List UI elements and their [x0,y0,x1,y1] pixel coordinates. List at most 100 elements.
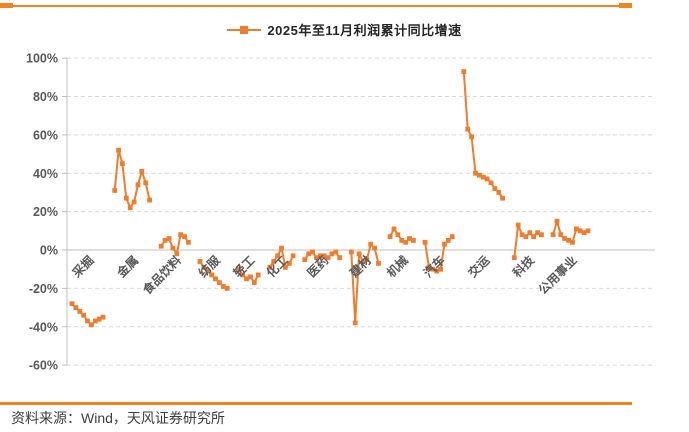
data-point-marker [314,255,319,261]
data-point-marker [461,69,467,74]
data-point-marker [147,197,152,203]
data-point-marker [92,318,98,324]
source-note: 资料来源：Wind，天风证券研究所 [11,410,225,426]
data-point-marker [89,322,94,328]
category-label: 纺服 [195,252,223,280]
data-point-marker [356,251,362,257]
data-point-marker [562,236,568,241]
data-point-marker [248,274,253,280]
y-tick-label: 0% [40,244,58,258]
data-point-marker [422,239,428,245]
data-point-marker [515,222,521,228]
data-point-marker [442,241,447,247]
data-point-marker [197,259,203,264]
bottom-orange-rule [0,402,632,405]
data-point-marker [430,266,436,272]
data-point-marker [395,232,401,238]
category-label: 机械 [383,253,411,281]
data-point-marker [500,195,505,201]
data-point-marker [85,318,90,324]
data-point-marker [158,243,164,249]
data-point-marker [329,251,335,257]
data-point-marker [178,232,183,238]
data-point-marker [473,170,478,176]
data-point-marker [236,266,242,272]
data-point-marker [224,286,230,291]
data-point-marker [279,245,284,251]
data-point-marker [399,238,405,243]
legend-line-marker-icon [227,25,262,34]
data-point-marker [186,239,191,245]
data-point-marker [325,255,331,261]
y-tick-label: 20% [33,205,58,219]
data-point-marker [201,264,207,270]
data-point-marker [570,239,575,245]
data-point-marker [174,251,180,257]
data-point-marker [306,251,312,257]
data-point-marker [558,232,564,238]
category-label: 交运 [465,253,493,281]
category-label: 轻工 [230,253,258,281]
data-point-marker [574,226,579,232]
category-label: 化工 [263,253,291,281]
category-label: 采掘 [68,253,96,281]
data-point-marker [445,238,451,243]
data-point-marker [182,234,187,239]
y-tick-label: 80% [33,90,58,104]
data-point-marker [364,257,370,262]
data-point-marker [209,272,215,278]
data-point-marker [310,249,315,255]
data-point-marker [321,253,327,259]
data-point-marker [438,266,443,272]
data-point-marker [251,280,257,285]
data-point-marker [539,232,544,238]
data-point-marker [368,241,374,247]
data-point-marker [333,249,339,255]
chart-title: 2025年至11月利润累计同比增速 [267,23,462,38]
y-tick-label: 100% [26,52,58,66]
data-point-marker [275,253,280,259]
data-point-marker [469,134,474,140]
data-point-marker [372,245,377,251]
y-tick-label: 60% [33,128,58,142]
data-point-marker [535,230,540,236]
data-point-marker [348,249,354,255]
data-point-marker [127,205,133,211]
data-point-marker [411,238,416,243]
data-point-marker [170,245,176,251]
data-point-marker [69,301,75,307]
data-point-marker [317,253,323,259]
data-point-marker [73,305,79,310]
data-point-marker [290,253,296,259]
data-point-marker [449,234,455,239]
data-point-marker [550,232,556,238]
data-point-marker [376,261,381,266]
data-point-marker [519,232,525,238]
data-point-marker [407,236,412,241]
data-point-marker [116,147,121,153]
category-label: 公用事业 [535,253,580,298]
data-point-marker [403,239,409,245]
data-point-marker [492,186,498,191]
data-point-marker [523,234,529,239]
data-point-marker [139,168,145,174]
data-point-marker [391,226,397,232]
data-point-marker [527,230,533,236]
y-tick-label: -40% [29,320,58,334]
data-point-marker [554,218,560,224]
data-point-marker [100,314,106,320]
y-tick-label: -60% [29,359,58,373]
data-point-marker [302,257,308,262]
data-point-marker [135,182,141,188]
data-point-marker [465,126,471,132]
category-label: 金属 [113,253,141,281]
data-point-marker [488,180,494,186]
data-point-marker [480,174,486,180]
data-point-marker [360,259,366,264]
data-point-marker [271,259,277,264]
chart-legend: 2025年至11月利润累计同比增速 [0,20,689,39]
category-label: 汽车 [420,253,448,281]
data-point-marker [585,228,591,234]
